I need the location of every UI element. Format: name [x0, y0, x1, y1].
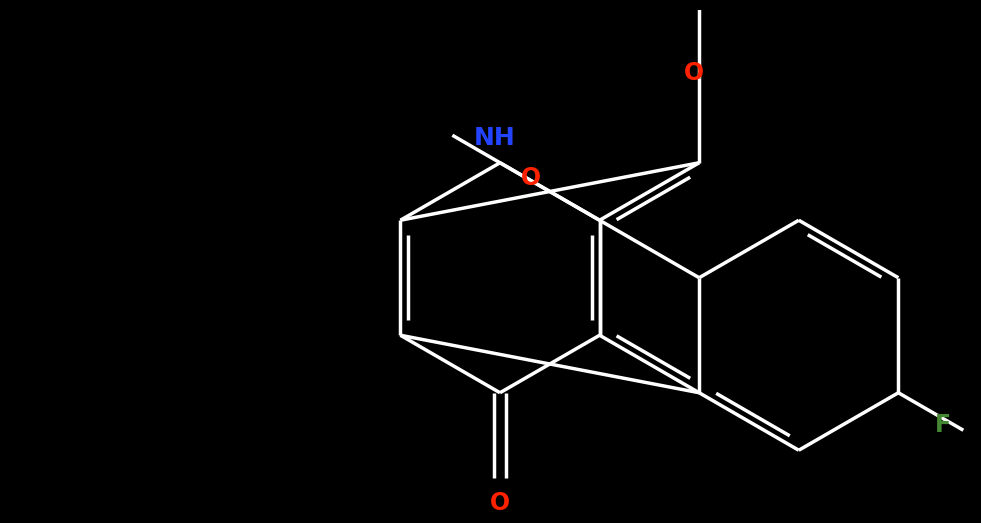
Text: O: O [684, 61, 704, 85]
Text: F: F [935, 413, 952, 437]
Text: O: O [490, 491, 510, 515]
Text: O: O [521, 166, 542, 190]
Text: NH: NH [474, 126, 516, 150]
